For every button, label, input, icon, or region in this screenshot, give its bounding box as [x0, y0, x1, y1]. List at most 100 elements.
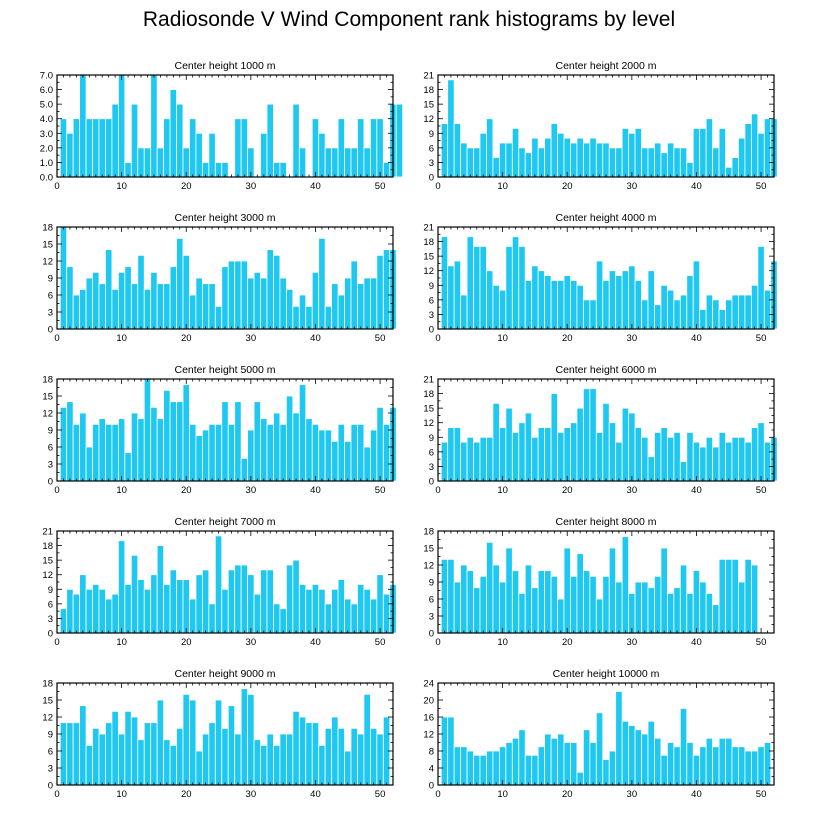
- x-tick-label: 50: [375, 789, 386, 800]
- histogram-bar: [117, 418, 126, 482]
- histogram-bar: [279, 423, 287, 482]
- histogram-bar: [318, 429, 326, 482]
- histogram-bar: [260, 277, 268, 330]
- histogram-bar: [673, 746, 681, 786]
- histogram-bar: [570, 742, 578, 786]
- histogram-bar: [189, 598, 197, 634]
- histogram-bar: [311, 118, 320, 178]
- histogram-bar: [92, 118, 100, 178]
- histogram-bar: [686, 275, 694, 330]
- histogram-bar: [582, 142, 591, 178]
- histogram-bar: [318, 744, 326, 786]
- histogram-bar: [382, 593, 391, 634]
- histogram-bar: [117, 74, 126, 178]
- histogram-bar: [85, 446, 93, 482]
- histogram-bar: [376, 254, 384, 330]
- y-tick-label: 0: [429, 325, 434, 336]
- histogram-bar: [505, 142, 513, 178]
- x-tick-label: 50: [756, 181, 767, 192]
- histogram-bar: [447, 265, 455, 330]
- y-tick-label: 5.0: [40, 100, 53, 111]
- histogram-bar: [292, 305, 300, 330]
- x-tick-label: 0: [435, 485, 440, 496]
- x-tick-label: 10: [116, 333, 127, 344]
- histogram-bar: [492, 564, 500, 634]
- histogram-bar: [615, 441, 623, 482]
- y-tick-label: 4: [429, 764, 434, 775]
- x-tick-label: 40: [310, 181, 321, 192]
- x-tick-label: 10: [116, 789, 127, 800]
- x-tick-label: 50: [375, 333, 386, 344]
- histogram-bar: [763, 441, 772, 482]
- histogram-bar: [195, 277, 203, 330]
- histogram-bar: [725, 299, 733, 330]
- histogram-bar: [292, 412, 300, 482]
- histogram-bar: [725, 737, 733, 786]
- histogram-bar: [234, 401, 242, 482]
- x-tick-label: 50: [375, 181, 386, 192]
- histogram-bar: [79, 74, 87, 178]
- x-tick-label: 10: [116, 181, 127, 192]
- x-tick-label: 20: [562, 181, 573, 192]
- histogram-bar: [576, 284, 584, 330]
- histogram-bar: [137, 147, 145, 178]
- histogram-bar: [92, 271, 100, 330]
- histogram-bar: [679, 708, 688, 786]
- histogram-bar: [260, 744, 268, 786]
- histogram-bar: [550, 123, 558, 178]
- histogram-bar: [641, 436, 649, 482]
- x-tick-label: 50: [375, 637, 386, 648]
- x-tick-label: 30: [246, 789, 257, 800]
- histogram-bar: [524, 564, 533, 634]
- histogram-bar: [253, 739, 261, 786]
- histogram-bar: [72, 118, 81, 178]
- histogram-bar: [763, 289, 772, 330]
- y-tick-label: 15: [42, 240, 53, 251]
- histogram-bar: [479, 575, 487, 634]
- y-tick-label: 6: [48, 443, 53, 454]
- histogram-bar: [602, 759, 610, 786]
- histogram-bar: [705, 118, 714, 178]
- histogram-bar: [537, 427, 546, 482]
- histogram-bar: [634, 128, 642, 178]
- y-tick-label: 4.0: [40, 114, 53, 125]
- x-tick-label: 40: [691, 789, 702, 800]
- histogram-bar: [72, 593, 81, 634]
- histogram-bar: [357, 423, 365, 482]
- histogram-bar: [111, 593, 119, 634]
- y-tick-label: 9: [48, 274, 53, 285]
- y-tick-label: 9: [48, 585, 53, 596]
- histogram-bar: [757, 746, 765, 786]
- histogram-bar: [176, 237, 184, 330]
- histogram-bar: [124, 266, 132, 330]
- histogram-bar: [576, 407, 584, 482]
- x-tick-label: 20: [562, 637, 573, 648]
- histogram-bar: [498, 142, 507, 178]
- histogram-bar: [582, 570, 591, 634]
- x-tick-label: 50: [756, 637, 767, 648]
- histogram-bar: [537, 270, 546, 330]
- histogram-panel-9: Center height 9000 m 0 10 20 30 40 50 0 3 6 9 12 15 1…: [42, 668, 394, 800]
- histogram-bar: [570, 575, 578, 634]
- histogram-bar: [634, 729, 642, 786]
- y-tick-label: 6: [48, 747, 53, 758]
- histogram-bar: [150, 574, 158, 634]
- histogram-bar: [705, 737, 714, 786]
- y-tick-label: 6: [48, 599, 53, 610]
- histogram-bar: [518, 147, 526, 178]
- histogram-bar: [615, 581, 623, 634]
- histogram-bar: [686, 742, 694, 786]
- x-tick-label: 30: [627, 333, 638, 344]
- histogram-bar: [285, 395, 294, 482]
- x-tick-label: 0: [435, 637, 440, 648]
- histogram-bar: [679, 147, 688, 178]
- histogram-bar: [712, 299, 720, 330]
- histogram-bar: [679, 461, 688, 482]
- histogram-bar: [344, 440, 352, 482]
- histogram-bar: [641, 733, 649, 786]
- histogram-bar: [72, 722, 81, 786]
- histogram-bar: [324, 147, 333, 178]
- histogram-bar: [750, 427, 759, 482]
- histogram-bar: [570, 422, 578, 482]
- histogram-bar: [266, 733, 274, 786]
